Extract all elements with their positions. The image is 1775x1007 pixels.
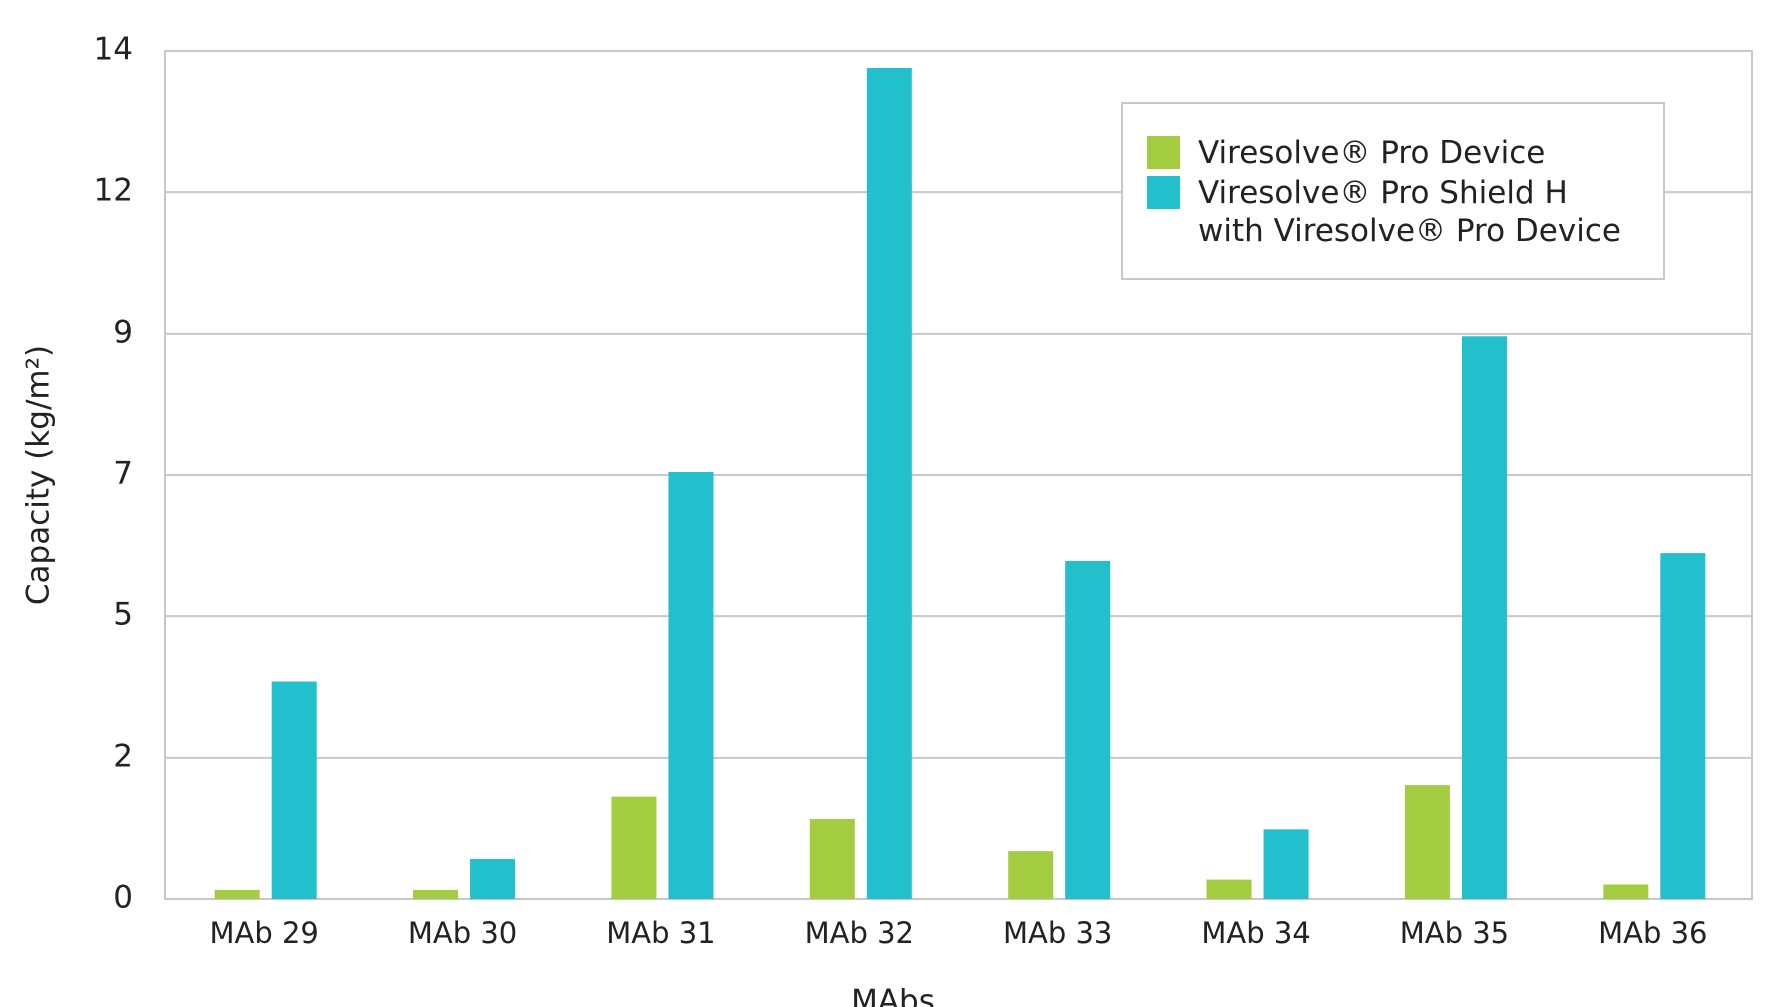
bar (1206, 879, 1252, 899)
x-tick-label: MAb 32 (805, 916, 914, 950)
y-tick-label: 0 (113, 880, 133, 916)
y-tick-label: 2 (113, 738, 133, 774)
bar (1461, 336, 1507, 899)
legend-label: Viresolve® Pro Shield H with Viresolve® … (1198, 175, 1621, 249)
bar (1065, 561, 1111, 899)
bar (1404, 785, 1450, 899)
x-axis-label: MAbs (851, 984, 935, 1007)
legend-swatch (1147, 176, 1180, 209)
x-tick-label: MAb 30 (408, 916, 517, 950)
y-axis-label: Capacity (kg/m²) (21, 345, 57, 605)
y-tick-label: 7 (113, 456, 133, 492)
bar (668, 471, 714, 899)
bar (271, 681, 317, 899)
bar (470, 859, 516, 899)
bar (1008, 851, 1054, 899)
bar (1263, 829, 1309, 899)
legend-item: Viresolve® Pro Device (1147, 134, 1643, 172)
legend-label: Viresolve® Pro Device (1198, 135, 1546, 171)
y-tick-label: 12 (94, 173, 133, 209)
bar (413, 889, 459, 899)
x-tick-label: MAb 34 (1201, 916, 1310, 950)
x-tick-label: MAb 36 (1598, 916, 1707, 950)
x-tick-label: MAb 33 (1003, 916, 1112, 950)
legend-swatch (1147, 136, 1180, 169)
legend: Viresolve® Pro Device Viresolve® Pro Shie… (1121, 102, 1665, 280)
y-tick-label: 5 (113, 597, 133, 633)
bar (611, 796, 657, 899)
y-tick-label: 14 (94, 32, 133, 68)
x-tick-label: MAb 31 (606, 916, 715, 950)
legend-item: Viresolve® Pro Shield H with Viresolve® … (1147, 174, 1643, 250)
bar (866, 67, 912, 899)
bar (214, 889, 260, 899)
bar (1603, 884, 1649, 899)
bar (1660, 553, 1706, 899)
x-tick-label: MAb 29 (209, 916, 318, 950)
bar (809, 819, 855, 899)
y-tick-label: 9 (113, 314, 133, 350)
x-tick-label: MAb 35 (1400, 916, 1509, 950)
